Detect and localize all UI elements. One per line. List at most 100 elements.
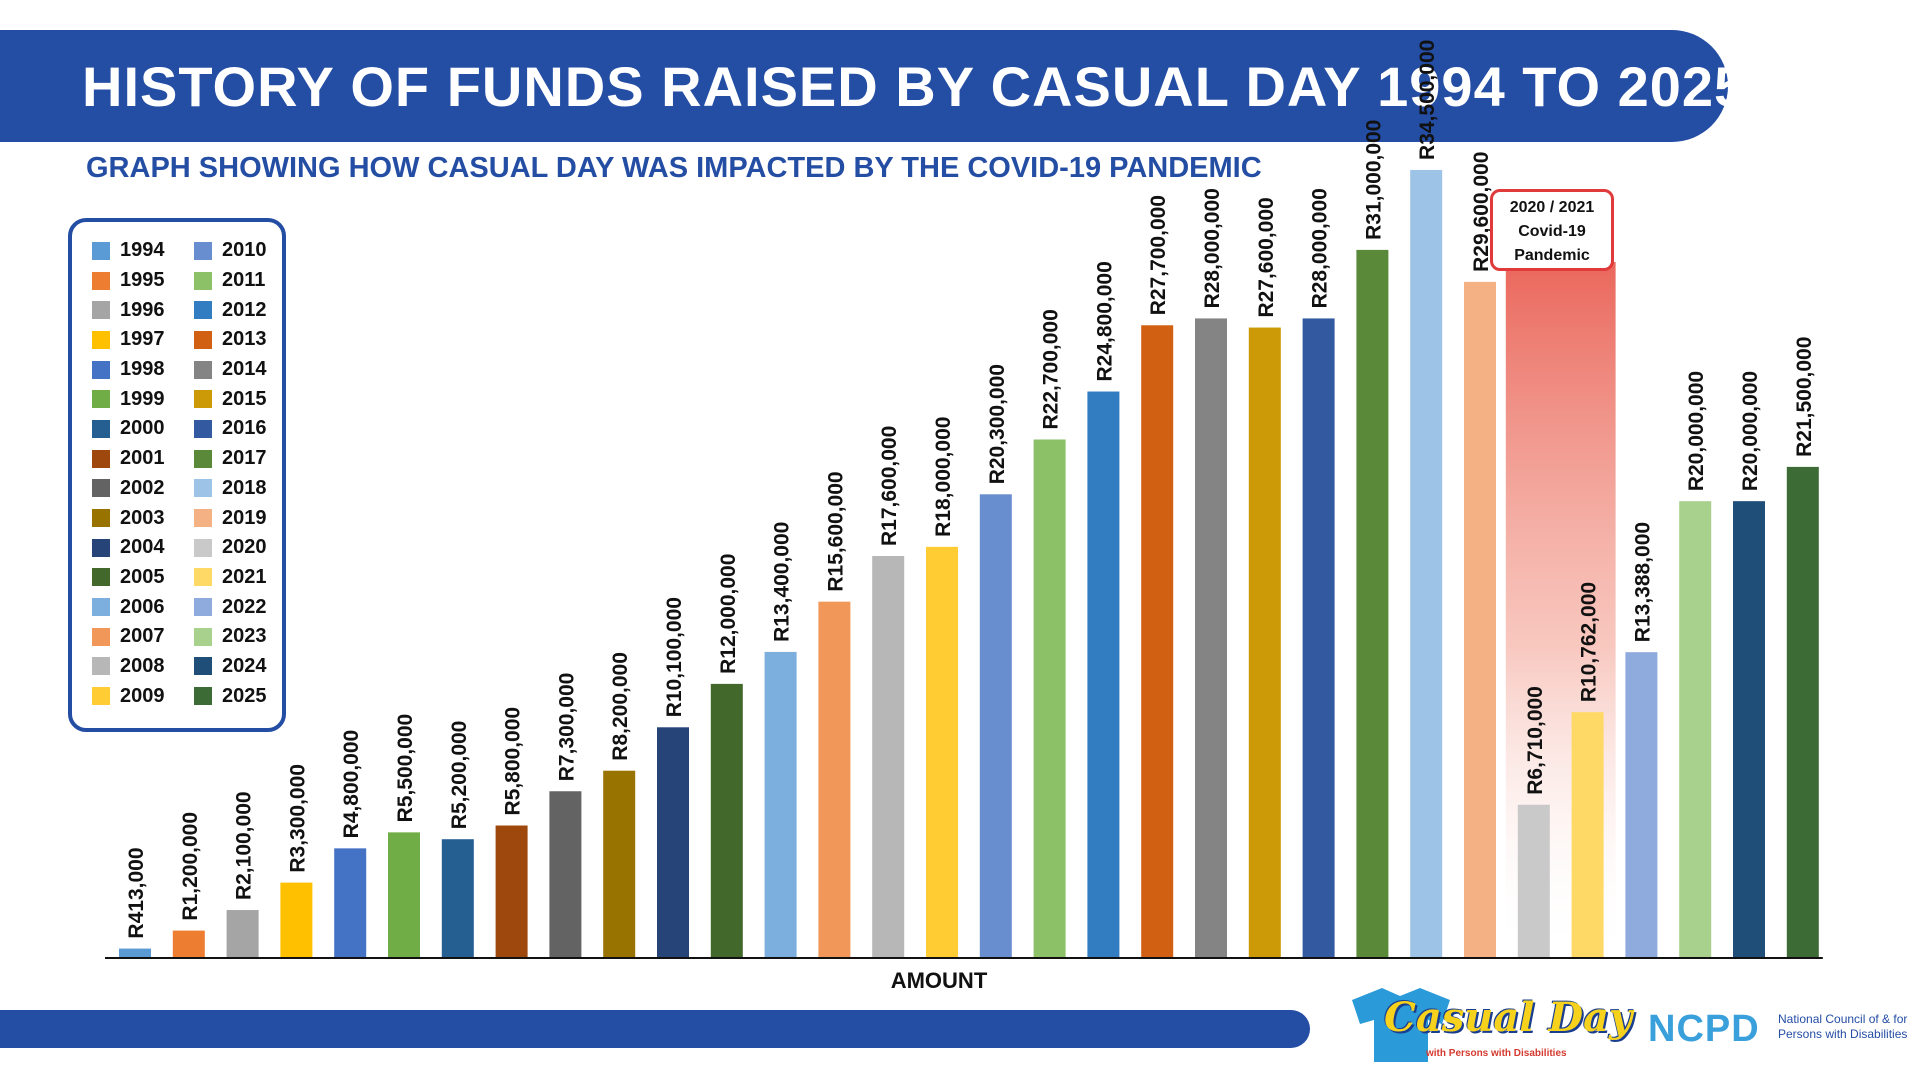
legend-label: 2018: [222, 476, 267, 499]
data-label-2023: R20,000,000: [1685, 371, 1708, 491]
legend-swatch: [194, 301, 212, 320]
legend-column-right: 2010 2011 2012 2013 2014 2015 2016 2017 2018 2019…: [194, 236, 267, 711]
data-label-2015: R27,600,000: [1255, 197, 1278, 317]
legend-label: 2024: [222, 654, 267, 677]
legend-label: 2006: [120, 595, 165, 618]
ncpd-logo: NCPD National Council of & for Persons w…: [1648, 1008, 1910, 1050]
legend-label: 2023: [222, 625, 267, 648]
legend-swatch: [194, 419, 212, 438]
bar-2001: [495, 825, 528, 958]
data-label-2016: R28,000,000: [1309, 188, 1332, 308]
legend-item-2010: 2010: [194, 236, 267, 266]
legend-item-2001: 2001: [92, 444, 165, 474]
legend-label: 1997: [120, 328, 165, 351]
legend-label: 1995: [120, 269, 165, 292]
bar-2014: [1195, 318, 1227, 959]
pandemic-annotation-line2: Covid-19: [1518, 223, 1586, 240]
data-label-2014: R28,000,000: [1201, 188, 1224, 308]
pandemic-annotation-line1: 2020 / 2021: [1509, 199, 1595, 216]
data-label-2012: R24,800,000: [1093, 261, 1116, 381]
tshirt-icon: [1352, 988, 1450, 1062]
legend-swatch: [92, 627, 110, 646]
legend-swatch: [194, 538, 212, 557]
data-label-2022: R13,388,000: [1631, 522, 1654, 642]
legend-item-2020: 2020: [194, 533, 267, 563]
legend-item-2011: 2011: [194, 266, 267, 296]
data-label-2018: R34,500,000: [1416, 40, 1439, 160]
legend-swatch: [194, 360, 212, 379]
legend-label: 2011: [222, 269, 266, 292]
legend-label: 2020: [222, 536, 267, 559]
legend-item-2006: 2006: [92, 592, 165, 622]
legend-swatch: [194, 390, 212, 409]
legend-item-2009: 2009: [92, 681, 165, 711]
legend-label: 2012: [222, 298, 267, 321]
legend-label: 1999: [120, 387, 165, 410]
legend-label: 2000: [120, 417, 165, 440]
data-label-2019: R29,600,000: [1470, 152, 1493, 272]
legend-swatch: [194, 509, 212, 528]
legend-swatch: [92, 568, 110, 587]
legend-label: 2004: [120, 536, 165, 559]
legend-item-2013: 2013: [194, 325, 267, 355]
legend-label: 2025: [222, 684, 267, 707]
bar-2021: [1571, 712, 1604, 958]
legend-label: 2019: [222, 506, 267, 529]
bar-2000: [441, 839, 474, 958]
casual-day-logo: Casual Day with Persons with Disabilitie…: [1346, 984, 1632, 1066]
bar-2025: [1786, 466, 1819, 958]
legend-label: 1996: [120, 298, 165, 321]
chart-title: HISTORY OF FUNDS RAISED BY CASUAL DAY 19…: [82, 54, 1747, 118]
legend-item-2015: 2015: [194, 384, 267, 414]
data-label-1998: R4,800,000: [340, 730, 363, 839]
footer-bar: [0, 1010, 1310, 1048]
bar-2010: [979, 494, 1012, 958]
ncpd-fullname: National Council of & for Persons with D…: [1778, 1012, 1907, 1042]
legend-swatch: [92, 449, 110, 468]
legend-swatch: [194, 271, 212, 290]
bar-2007: [818, 601, 851, 958]
data-label-2001: R5,800,000: [502, 707, 525, 816]
legend-label: 2016: [222, 417, 267, 440]
bar-2004: [657, 727, 689, 958]
bar-2008: [872, 555, 905, 958]
legend-item-2000: 2000: [92, 414, 165, 444]
bar-1994: [119, 948, 151, 958]
data-label-2009: R18,000,000: [932, 417, 955, 537]
legend-swatch: [92, 301, 110, 320]
legend-label: 1994: [120, 239, 165, 262]
data-label-2013: R27,700,000: [1147, 195, 1170, 315]
data-label-1997: R3,300,000: [286, 764, 309, 873]
bar-2009: [926, 546, 958, 958]
legend-label: 2008: [120, 654, 165, 677]
legend-swatch: [92, 598, 110, 617]
legend-item-2023: 2023: [194, 622, 267, 652]
data-label-2017: R31,000,000: [1362, 120, 1385, 240]
legend-swatch: [194, 568, 212, 587]
legend-column-left: 1994 1995 1996 1997 1998 1999 2000 2001 2002 2003…: [92, 236, 165, 711]
bar-1996: [226, 910, 259, 958]
legend-swatch: [194, 479, 212, 498]
legend-item-2008: 2008: [92, 652, 165, 682]
legend-label: 2003: [120, 506, 165, 529]
casual-day-wordmark: Casual Day: [1384, 994, 1633, 1041]
legend-item-2014: 2014: [194, 355, 267, 385]
bar-2023: [1679, 501, 1712, 958]
legend-swatch: [92, 360, 110, 379]
data-label-2003: R8,200,000: [609, 652, 632, 761]
legend-label: 2007: [120, 625, 165, 648]
data-label-2024: R20,000,000: [1739, 371, 1762, 491]
legend-swatch: [92, 330, 110, 349]
legend-swatch: [92, 390, 110, 409]
bar-2016: [1302, 318, 1335, 959]
data-label-2008: R17,600,000: [878, 426, 901, 546]
pandemic-annotation-line3: Pandemic: [1514, 247, 1590, 264]
bar-2002: [549, 791, 582, 958]
legend-swatch: [194, 598, 212, 617]
legend-item-2025: 2025: [194, 681, 267, 711]
data-label-2006: R13,400,000: [771, 522, 794, 642]
bar-2017: [1356, 249, 1389, 959]
ncpd-fullname-line1: National Council of & for: [1778, 1012, 1908, 1026]
bar-2012: [1087, 391, 1120, 959]
